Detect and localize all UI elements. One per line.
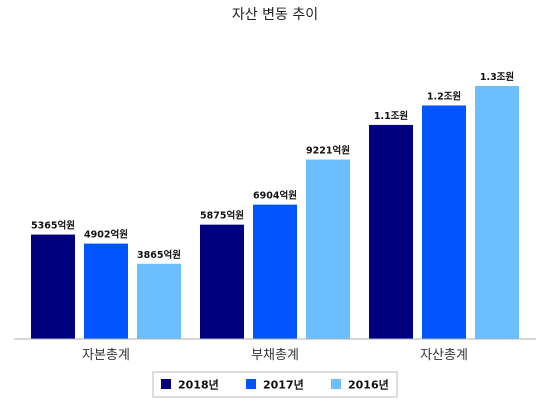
data-label: 3865억원 bbox=[137, 249, 181, 261]
legend-label: 2016년 bbox=[348, 378, 389, 392]
category-label: 자본총계 bbox=[82, 348, 130, 363]
chart-title: 자산 변동 추이 bbox=[232, 7, 318, 23]
bar-부채총계-2018년 bbox=[200, 224, 244, 339]
bar-자산총계-2016년 bbox=[475, 86, 519, 339]
data-label: 1.1조원 bbox=[374, 110, 408, 122]
bar-자본총계-2018년 bbox=[31, 234, 75, 339]
legend-swatch bbox=[331, 379, 341, 389]
legend-label: 2018년 bbox=[178, 378, 219, 392]
category-label: 부채총계 bbox=[251, 348, 299, 363]
data-label: 4902억원 bbox=[84, 229, 128, 241]
data-label: 9221억원 bbox=[306, 145, 350, 157]
legend-swatch bbox=[246, 379, 256, 389]
data-label: 1.3조원 bbox=[480, 71, 514, 83]
bar-자본총계-2016년 bbox=[137, 263, 181, 339]
bar-자산총계-2017년 bbox=[422, 105, 466, 339]
data-labels-layer: 5365억원 4902억원 3865억원 5875억원 6904억원 9221억원 1.1조… bbox=[31, 71, 514, 261]
legend: 2018년 2017년 2016년 bbox=[152, 371, 398, 398]
bars-layer bbox=[31, 86, 519, 339]
bar-자본총계-2017년 bbox=[84, 243, 128, 339]
category-label: 자산총계 bbox=[420, 348, 468, 363]
data-label: 6904억원 bbox=[253, 190, 297, 202]
legend-box bbox=[152, 371, 398, 398]
legend-swatch bbox=[161, 379, 171, 389]
bar-자산총계-2018년 bbox=[369, 124, 413, 339]
legend-label: 2017년 bbox=[263, 378, 304, 392]
data-label: 1.2조원 bbox=[427, 90, 461, 102]
bar-부채총계-2017년 bbox=[253, 204, 297, 339]
category-labels: 자본총계 부채총계 자산총계 bbox=[82, 348, 468, 363]
data-label: 5365억원 bbox=[31, 220, 75, 232]
data-label: 5875억원 bbox=[200, 210, 244, 222]
bar-부채총계-2016년 bbox=[306, 159, 350, 339]
